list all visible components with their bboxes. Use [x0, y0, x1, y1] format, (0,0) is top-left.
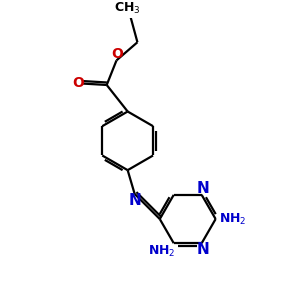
Text: O: O [72, 76, 84, 90]
Text: NH$_2$: NH$_2$ [219, 212, 246, 226]
Text: CH$_3$: CH$_3$ [114, 1, 140, 16]
Text: NH$_2$: NH$_2$ [148, 244, 175, 259]
Text: N: N [197, 181, 209, 196]
Text: N: N [129, 193, 142, 208]
Text: O: O [111, 47, 123, 61]
Text: N: N [197, 242, 209, 257]
